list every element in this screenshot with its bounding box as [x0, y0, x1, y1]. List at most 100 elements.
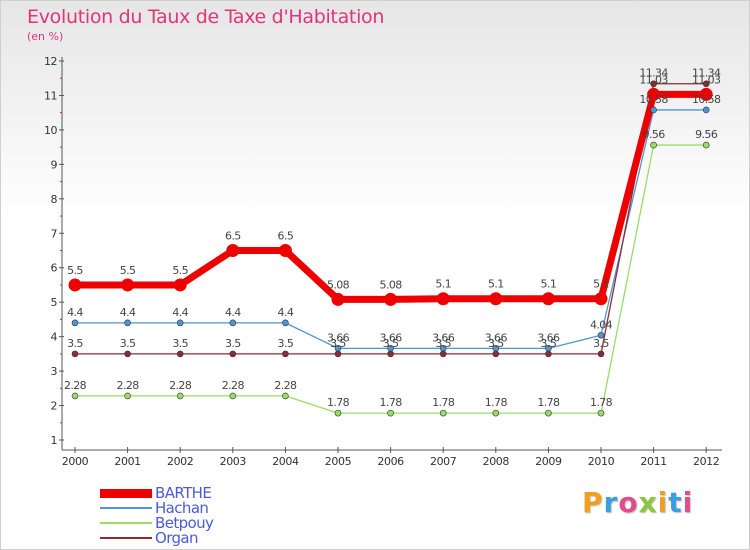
- y-tick-label: 7: [51, 227, 58, 240]
- data-label-barthe: 5.08: [327, 278, 350, 291]
- data-point-betpouy: [597, 409, 605, 417]
- data-point-barthe: [489, 292, 503, 306]
- data-point-organ: [492, 350, 500, 358]
- y-tick-label: 12: [44, 55, 57, 68]
- data-label-barthe: 6.5: [278, 230, 294, 243]
- data-label-hachan: 4.4: [67, 306, 83, 319]
- data-point-betpouy: [650, 141, 657, 149]
- legend-label: Organ: [155, 529, 199, 547]
- data-label-barthe: 5.1: [435, 278, 451, 291]
- x-tick-label: 2010: [588, 455, 615, 468]
- data-label-betpouy: 1.78: [432, 396, 455, 409]
- logo-letter: i: [657, 486, 669, 519]
- y-tick-label: 9: [51, 158, 58, 171]
- data-label-barthe: 5.5: [67, 264, 83, 277]
- data-point-barthe: [173, 278, 187, 292]
- data-point-organ: [71, 350, 79, 358]
- x-tick-label: 2003: [220, 455, 247, 468]
- data-label-hachan: 3.66: [327, 331, 350, 344]
- data-label-organ: 3.5: [67, 337, 83, 350]
- data-label-betpouy: 9.56: [695, 128, 718, 141]
- data-label-organ: 11.34: [639, 67, 668, 80]
- data-point-organ: [229, 350, 237, 358]
- logo-letter: r: [603, 486, 619, 519]
- x-tick-label: 2005: [325, 455, 352, 468]
- data-label-betpouy: 2.28: [274, 379, 297, 392]
- x-tick-label: 2004: [272, 455, 299, 468]
- data-label-betpouy: 1.78: [327, 396, 350, 409]
- data-label-betpouy: 1.78: [537, 396, 560, 409]
- data-point-organ: [124, 350, 131, 358]
- data-point-barthe: [647, 87, 661, 101]
- data-label-organ: 3.5: [593, 337, 609, 350]
- logo-letter: P: [582, 486, 604, 519]
- chart-title: Evolution du Taux de Taxe d'Habitation: [27, 6, 385, 28]
- data-label-organ: 11.34: [692, 67, 721, 80]
- x-tick-label: 2000: [62, 455, 89, 468]
- data-point-organ: [702, 80, 710, 88]
- data-point-hachan: [650, 106, 657, 114]
- y-tick-label: 1: [51, 434, 58, 447]
- data-point-organ: [282, 350, 289, 358]
- x-tick-label: 2007: [430, 455, 457, 468]
- data-label-betpouy: 2.28: [169, 379, 192, 392]
- data-label-hachan: 4.4: [225, 306, 241, 319]
- data-point-hachan: [702, 106, 710, 114]
- data-label-organ: 3.5: [488, 337, 504, 350]
- data-label-barthe: 5.1: [593, 278, 609, 291]
- data-label-hachan: 10.58: [639, 93, 668, 106]
- data-label-barthe: 5.1: [541, 278, 557, 291]
- data-label-hachan: 3.66: [380, 331, 403, 344]
- data-label-barthe: 11.03: [692, 73, 721, 86]
- data-point-betpouy: [229, 392, 237, 400]
- data-label-organ: 3.5: [278, 337, 294, 350]
- y-tick-label: 3: [51, 365, 58, 378]
- data-point-barthe: [121, 278, 135, 292]
- data-label-betpouy: 1.78: [380, 396, 403, 409]
- y-tick-label: 4: [51, 331, 58, 344]
- logo-letter: x: [638, 486, 658, 519]
- series-line-organ: [75, 83, 707, 355]
- data-label-barthe: 5.1: [488, 278, 504, 291]
- legend-swatch: [100, 507, 152, 509]
- data-label-betpouy: 2.28: [222, 379, 245, 392]
- x-tick-label: 2008: [483, 455, 510, 468]
- data-label-hachan: 4.4: [172, 306, 188, 319]
- data-point-barthe: [68, 278, 82, 292]
- y-tick-label: 5: [51, 296, 58, 309]
- data-label-betpouy: 2.28: [64, 379, 87, 392]
- data-label-hachan: 4.4: [120, 306, 136, 319]
- data-point-barthe: [226, 244, 240, 257]
- data-point-betpouy: [545, 409, 552, 417]
- legend-swatch: [100, 488, 152, 498]
- data-point-betpouy: [439, 409, 447, 417]
- legend-item-betpouy: Betpouy: [100, 514, 320, 532]
- logo-letter: t: [668, 486, 683, 519]
- data-label-barthe: 11.03: [639, 73, 668, 86]
- data-label-betpouy: 1.78: [590, 396, 613, 409]
- data-point-betpouy: [334, 409, 342, 417]
- data-point-organ: [387, 350, 394, 358]
- data-point-betpouy: [176, 392, 184, 400]
- y-tick-label: 10: [44, 124, 57, 137]
- data-point-hachan: [282, 319, 289, 327]
- data-label-hachan: 4.4: [278, 306, 294, 319]
- data-point-barthe: [331, 292, 345, 306]
- data-point-betpouy: [387, 409, 394, 417]
- data-point-hachan: [124, 319, 131, 327]
- data-point-organ: [334, 350, 342, 358]
- data-point-betpouy: [71, 392, 79, 400]
- data-point-hachan: [229, 319, 237, 327]
- data-label-organ: 3.5: [120, 337, 136, 350]
- data-label-organ: 3.5: [225, 337, 241, 350]
- legend-item-barthe: BARTHE: [100, 484, 320, 502]
- data-point-organ: [545, 350, 552, 358]
- data-label-betpouy: 1.78: [485, 396, 508, 409]
- data-label-hachan: 10.58: [692, 93, 721, 106]
- legend-item-organ: Organ: [100, 529, 320, 547]
- legend-swatch: [100, 537, 152, 539]
- data-label-organ: 3.5: [330, 337, 346, 350]
- x-tick-label: 2006: [377, 455, 404, 468]
